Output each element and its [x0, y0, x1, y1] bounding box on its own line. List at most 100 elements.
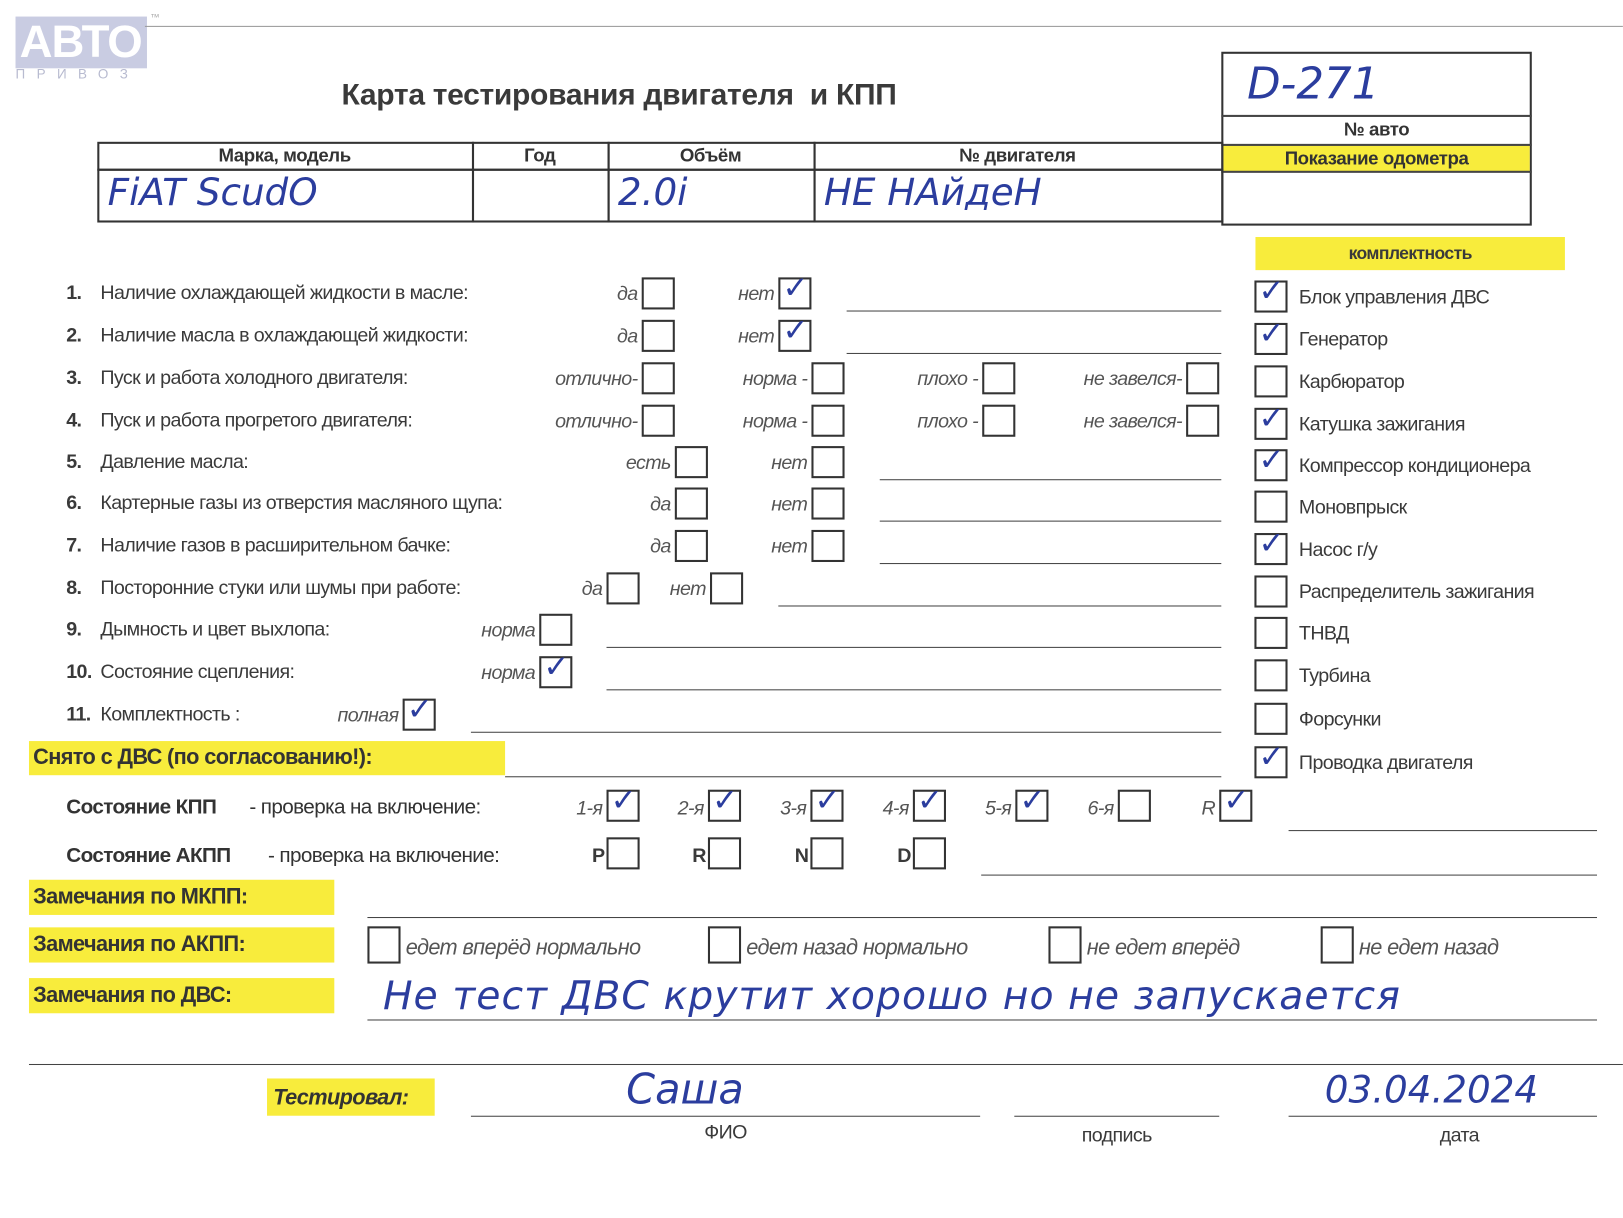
option-checkbox[interactable] [606, 572, 640, 605]
akpp-remark-checkbox[interactable] [1320, 926, 1354, 964]
completeness-checkbox[interactable]: ✓ [1254, 316, 1288, 356]
question-number: 2. [66, 324, 82, 347]
mode-checkbox[interactable] [606, 837, 640, 870]
dvs-remarks-line[interactable] [367, 1019, 1598, 1021]
gear-checkbox[interactable]: ✓ [1219, 783, 1253, 822]
completeness-checkbox[interactable]: ✓ [1254, 442, 1288, 482]
completeness-checkbox[interactable] [1254, 575, 1288, 608]
signature-line[interactable] [1014, 1115, 1220, 1117]
akpp-remark-label: не едет назад [1358, 935, 1499, 960]
gear-checkbox[interactable]: ✓ [707, 783, 742, 822]
gear-label: 6-я [1087, 797, 1115, 820]
gear-checkbox[interactable]: ✓ [810, 783, 844, 822]
akpp-remark-checkbox[interactable] [707, 926, 742, 964]
mkpp-label: Состояние КПП [66, 795, 217, 819]
car-number-box [1221, 51, 1532, 226]
removed-label: Снято с ДВС (по согласованию!): [33, 745, 373, 770]
test-date[interactable]: 03.04.2024 [1324, 1069, 1539, 1112]
option-checkbox[interactable] [1186, 362, 1220, 395]
option-checkbox[interactable] [811, 362, 845, 395]
option-label: норма - [742, 368, 808, 391]
option-label: да [650, 536, 671, 558]
completeness-title-bg [1255, 237, 1565, 271]
akpp-remark-checkbox[interactable] [1048, 926, 1082, 964]
mode-label: N [794, 845, 809, 868]
question-text: Пуск и работа холодного двигателя: [100, 367, 408, 390]
option-checkbox[interactable] [811, 487, 845, 520]
option-checkbox[interactable] [982, 362, 1016, 395]
option-label: нет [669, 578, 707, 601]
answer-line[interactable] [879, 563, 1222, 565]
option-checkbox[interactable] [1186, 404, 1220, 437]
answer-line[interactable] [879, 520, 1222, 522]
table-value-cell[interactable] [813, 168, 1224, 223]
answer-line[interactable] [606, 646, 1222, 648]
option-label: нет [771, 493, 808, 516]
option-checkbox[interactable] [811, 404, 845, 437]
option-checkbox[interactable] [982, 404, 1016, 437]
option-checkbox[interactable]: ✓ [778, 271, 812, 310]
table-value-cell[interactable] [471, 168, 610, 223]
option-label: плохо - [917, 368, 979, 391]
logo-text: АВТО [19, 16, 143, 68]
gear-checkbox[interactable] [1117, 789, 1151, 822]
completeness-checkbox[interactable] [1254, 490, 1288, 523]
option-checkbox[interactable] [811, 446, 845, 479]
option-checkbox[interactable] [641, 404, 675, 437]
mode-checkbox[interactable] [707, 837, 742, 870]
option-checkbox[interactable] [674, 529, 708, 563]
car-number-value[interactable]: D-271 [1247, 57, 1380, 109]
option-label: отлично- [555, 410, 638, 433]
car-number-label: № авто [1343, 119, 1410, 140]
option-label: норма [481, 619, 536, 642]
answer-line[interactable] [846, 310, 1222, 312]
completeness-checkbox[interactable] [1254, 659, 1288, 692]
option-checkbox[interactable] [674, 446, 708, 479]
option-checkbox[interactable] [641, 362, 675, 395]
mkpp-line[interactable] [1288, 830, 1598, 832]
gear-checkbox[interactable]: ✓ [606, 783, 640, 822]
completeness-checkbox[interactable] [1254, 702, 1288, 735]
table-value[interactable]: НЕ НАйдеН [823, 171, 1042, 215]
completeness-item: Турбина [1298, 665, 1371, 688]
table-value[interactable]: 2.0i [617, 171, 688, 215]
option-checkbox[interactable]: ✓ [778, 313, 812, 352]
completeness-checkbox[interactable] [1254, 616, 1288, 649]
completeness-checkbox[interactable] [1254, 365, 1288, 398]
logo-tm: ™ [150, 12, 160, 23]
option-checkbox[interactable] [641, 319, 675, 352]
question-number: 5. [66, 451, 82, 473]
dvs-remarks-text[interactable]: Не тест ДВС крутит хорошо но не запускае… [382, 972, 1401, 1019]
akpp-remark-checkbox[interactable] [367, 926, 401, 964]
answer-line[interactable] [879, 479, 1222, 481]
option-checkbox[interactable] [811, 529, 845, 563]
option-checkbox[interactable] [674, 487, 708, 520]
answer-line[interactable] [606, 689, 1222, 691]
akpp-line[interactable] [981, 874, 1598, 876]
mode-checkbox[interactable] [912, 837, 946, 870]
completeness-checkbox[interactable]: ✓ [1254, 526, 1288, 566]
table-header: Объём [679, 144, 742, 166]
option-checkbox[interactable] [641, 277, 675, 310]
answer-line[interactable] [778, 605, 1222, 607]
mode-checkbox[interactable] [810, 837, 844, 870]
option-checkbox[interactable] [710, 572, 744, 605]
question-text: Наличие газов в расширительном бачке: [100, 535, 451, 557]
answer-line[interactable] [470, 731, 1222, 733]
gear-checkbox[interactable]: ✓ [1015, 783, 1049, 822]
mkpp-remarks-line[interactable] [367, 917, 1598, 919]
option-checkbox[interactable]: ✓ [402, 692, 436, 731]
option-checkbox[interactable]: ✓ [539, 649, 573, 689]
completeness-checkbox[interactable]: ✓ [1254, 740, 1288, 779]
gear-checkbox[interactable]: ✓ [912, 783, 946, 822]
completeness-checkbox[interactable]: ✓ [1254, 274, 1288, 313]
option-label: да [650, 493, 671, 516]
answer-line[interactable] [846, 352, 1222, 354]
completeness-item: Проводка двигателя [1298, 752, 1473, 775]
option-checkbox[interactable] [539, 613, 573, 646]
completeness-checkbox[interactable]: ✓ [1254, 401, 1288, 440]
table-value[interactable]: FiAT ScudO [107, 171, 318, 215]
removed-line[interactable] [505, 776, 1222, 778]
tester-name[interactable]: Саша [626, 1066, 744, 1114]
